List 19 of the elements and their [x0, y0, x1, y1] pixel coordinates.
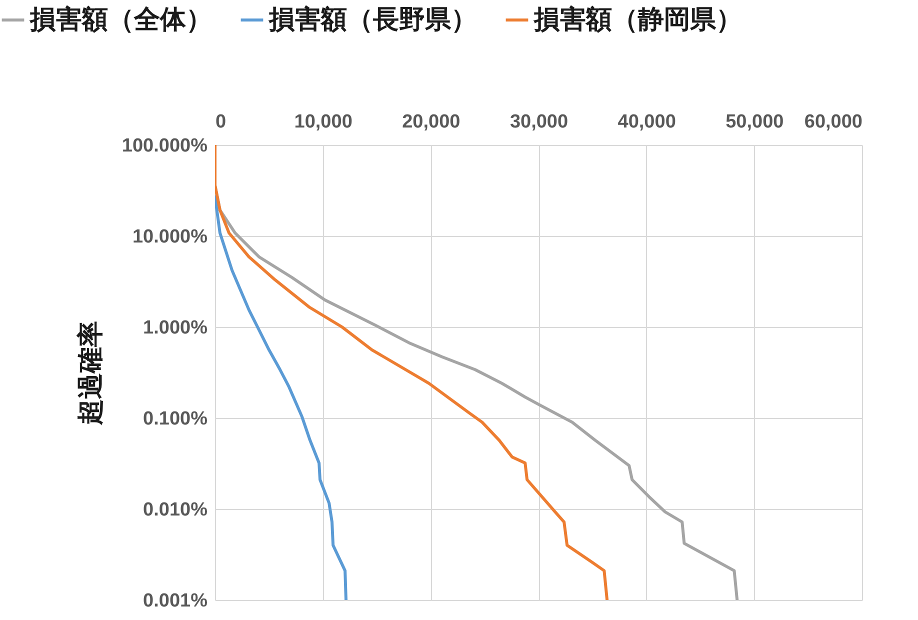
line-series	[215, 195, 348, 600]
y-tick-label: 0.100%	[143, 408, 208, 430]
y-tick-label: 0.001%	[143, 590, 208, 612]
y-tick-label: 100.000%	[122, 136, 208, 156]
y-tick-label: 10.000%	[132, 226, 208, 248]
x-tick-label: 0	[216, 112, 226, 132]
x-tick-label: 20,000	[402, 112, 460, 132]
x-tick-label: 30,000	[510, 112, 568, 132]
x-tick-label: 40,000	[618, 112, 676, 132]
x-tick-label: 50,000	[726, 112, 784, 132]
x-tick-label: 10,000	[294, 112, 352, 132]
y-tick-label: 0.010%	[143, 500, 208, 520]
line-series	[215, 145, 609, 600]
legend-label: 損害額（長野県）	[268, 5, 477, 35]
y-axis-title: 超過確率	[76, 321, 106, 426]
legend-label: 損害額（静岡県）	[533, 5, 742, 35]
y-tick-label: 1.000%	[143, 318, 208, 338]
legend-label: 損害額（全体）	[29, 5, 212, 35]
x-tick-label: 60,000	[804, 112, 862, 132]
